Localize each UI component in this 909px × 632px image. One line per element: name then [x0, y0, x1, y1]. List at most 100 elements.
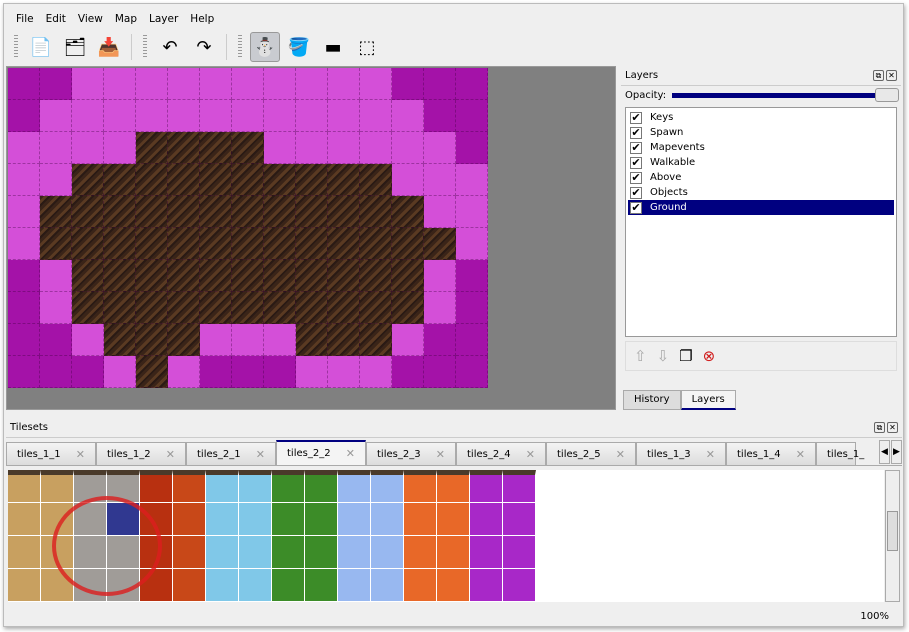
map-tile[interactable]	[392, 68, 424, 100]
map-tile[interactable]	[264, 228, 296, 260]
toolbar-grip[interactable]	[143, 35, 147, 59]
map-tile[interactable]	[424, 68, 456, 100]
close-tab-icon[interactable]: ✕	[705, 447, 715, 461]
map-tile[interactable]	[136, 100, 168, 132]
tile[interactable]	[404, 536, 437, 569]
map-tile[interactable]	[72, 100, 104, 132]
tile[interactable]	[272, 470, 305, 503]
tab-tiles_1_3[interactable]: tiles_1_3 ✕	[636, 442, 726, 466]
map-tile[interactable]	[136, 196, 168, 228]
map-tile[interactable]	[104, 132, 136, 164]
map-tile[interactable]	[360, 228, 392, 260]
map-tile[interactable]	[328, 68, 360, 100]
map-tile[interactable]	[136, 356, 168, 388]
stamp-brush-button[interactable]: ⛄	[250, 32, 280, 62]
map-tile[interactable]	[232, 228, 264, 260]
map-tile[interactable]	[264, 100, 296, 132]
map-tile[interactable]	[40, 132, 72, 164]
menu-map[interactable]: Map	[114, 13, 138, 25]
map-tile[interactable]	[392, 356, 424, 388]
map-tile[interactable]	[424, 292, 456, 324]
map-tile[interactable]	[360, 356, 392, 388]
tile[interactable]	[239, 536, 272, 569]
tab-tiles_1_2[interactable]: tiles_1_2 ✕	[96, 442, 186, 466]
map-tile[interactable]	[296, 324, 328, 356]
tile[interactable]	[437, 470, 470, 503]
map-tile[interactable]	[168, 196, 200, 228]
tab-tiles_1_1[interactable]: tiles_1_1 ✕	[6, 442, 96, 466]
tile[interactable]	[239, 569, 272, 602]
layer-visibility-checkbox[interactable]: ✔	[630, 125, 642, 139]
tile[interactable]	[305, 503, 338, 536]
map-tile[interactable]	[424, 164, 456, 196]
tile[interactable]	[206, 470, 239, 503]
map-tile[interactable]	[72, 292, 104, 324]
undo-button[interactable]: ↶	[155, 32, 185, 62]
tile[interactable]	[437, 569, 470, 602]
map-tile[interactable]	[200, 260, 232, 292]
map-tile[interactable]	[360, 260, 392, 292]
map-tile[interactable]	[392, 100, 424, 132]
save-button[interactable]: 📥	[94, 32, 124, 62]
layer-item[interactable]: ✔ Keys	[628, 110, 894, 125]
tile[interactable]	[173, 569, 206, 602]
map-tile[interactable]	[392, 228, 424, 260]
eraser-button[interactable]: ▬	[318, 32, 348, 62]
map-tile[interactable]	[72, 196, 104, 228]
map-tile[interactable]	[328, 164, 360, 196]
toolbar-grip[interactable]	[238, 35, 242, 59]
map-tile[interactable]	[456, 196, 488, 228]
map-tile[interactable]	[168, 228, 200, 260]
map-canvas[interactable]	[8, 68, 488, 388]
map-tile[interactable]	[40, 356, 72, 388]
tile[interactable]	[272, 536, 305, 569]
tab-history[interactable]: History	[623, 390, 681, 410]
close-icon[interactable]: ✕	[886, 70, 897, 81]
map-tile[interactable]	[424, 356, 456, 388]
tab-tiles_2_2[interactable]: tiles_2_2 ✕	[276, 440, 366, 466]
map-tile[interactable]	[168, 68, 200, 100]
map-tile[interactable]	[328, 132, 360, 164]
map-tile[interactable]	[200, 100, 232, 132]
layer-visibility-checkbox[interactable]: ✔	[630, 155, 642, 169]
layer-item[interactable]: ✔ Ground	[628, 200, 894, 215]
map-tile[interactable]	[232, 356, 264, 388]
tab-tiles_2_5[interactable]: tiles_2_5 ✕	[546, 442, 636, 466]
map-tile[interactable]	[296, 228, 328, 260]
map-tile[interactable]	[136, 68, 168, 100]
tile[interactable]	[206, 569, 239, 602]
map-tile[interactable]	[8, 260, 40, 292]
tab-scroll-left-icon[interactable]: ◀	[879, 440, 890, 464]
map-tile[interactable]	[424, 196, 456, 228]
map-tile[interactable]	[8, 228, 40, 260]
map-tile[interactable]	[456, 164, 488, 196]
map-tile[interactable]	[72, 68, 104, 100]
map-tile[interactable]	[104, 292, 136, 324]
map-tile[interactable]	[360, 100, 392, 132]
map-tile[interactable]	[296, 356, 328, 388]
map-tile[interactable]	[136, 292, 168, 324]
tab-scroll-right-icon[interactable]: ▶	[891, 440, 902, 464]
map-tile[interactable]	[200, 132, 232, 164]
map-tile[interactable]	[168, 164, 200, 196]
opacity-slider[interactable]	[672, 88, 899, 102]
layer-visibility-checkbox[interactable]: ✔	[630, 200, 642, 214]
map-tile[interactable]	[72, 324, 104, 356]
map-tile[interactable]	[104, 260, 136, 292]
tile[interactable]	[503, 569, 536, 602]
tile[interactable]	[206, 536, 239, 569]
tile[interactable]	[404, 503, 437, 536]
map-tile[interactable]	[424, 100, 456, 132]
map-tile[interactable]	[232, 196, 264, 228]
map-tile[interactable]	[200, 324, 232, 356]
lower-layer-icon[interactable]: ⇩	[656, 347, 670, 365]
map-tile[interactable]	[40, 164, 72, 196]
tile[interactable]	[206, 503, 239, 536]
map-tile[interactable]	[392, 260, 424, 292]
menu-view[interactable]: View	[77, 13, 103, 25]
map-tile[interactable]	[232, 292, 264, 324]
map-tile[interactable]	[392, 132, 424, 164]
tab-tiles_2_1[interactable]: tiles_2_1 ✕	[186, 442, 276, 466]
map-tile[interactable]	[296, 100, 328, 132]
map-tile[interactable]	[232, 324, 264, 356]
